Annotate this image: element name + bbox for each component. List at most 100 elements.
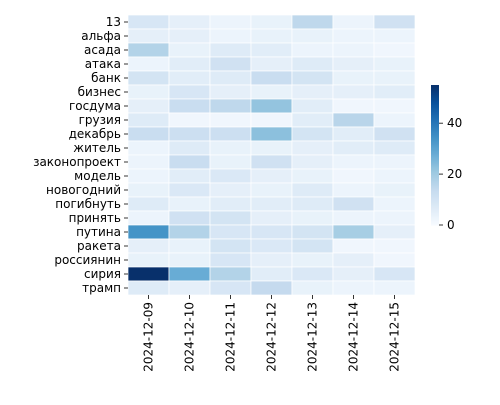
colorbar-segment — [431, 133, 439, 136]
heatmap-cell: житель / 2024-12-10: 7 — [168, 140, 211, 156]
heatmap-cell: грузия / 2024-12-10: 2 — [168, 112, 211, 128]
colorbar-tick-label: 0 — [447, 218, 455, 232]
colorbar-segment — [431, 155, 439, 158]
heatmap-cell: новогодний / 2024-12-09: 4 — [127, 182, 170, 198]
heatmap-cell: новогодний / 2024-12-15: 4 — [373, 182, 416, 198]
heatmap-cell: бизнес / 2024-12-14: 5 — [332, 84, 375, 100]
heatmap-cell: ракета / 2024-12-10: 4 — [168, 238, 211, 254]
heatmap-cell: 13 / 2024-12-14: 3 — [332, 14, 375, 30]
heatmap-cell: погибнуть / 2024-12-13: 7 — [291, 196, 334, 212]
colorbar-segment — [431, 187, 439, 190]
heatmap-cell: бизнес / 2024-12-12: 4 — [250, 84, 293, 100]
y-axis: 13альфаасадаатакабанкбизнесгосдумагрузия… — [33, 15, 128, 295]
heatmap-cell: альфа / 2024-12-12: 4 — [250, 28, 293, 44]
x-tick-label: 2024-12-15 — [388, 302, 402, 372]
heatmap-cell: сирия / 2024-12-12: 6 — [250, 266, 293, 282]
y-tick-label: россиянин — [54, 253, 121, 267]
y-tick-label: законопроект — [33, 155, 121, 169]
heatmap-cell: атака / 2024-12-10: 6 — [168, 56, 211, 72]
heatmap-cell: сирия / 2024-12-15: 9 — [373, 266, 416, 282]
heatmap-cell: новогодний / 2024-12-11: 5 — [209, 182, 252, 198]
colorbar-segment — [431, 89, 439, 92]
colorbar-segment — [431, 95, 439, 98]
colorbar-segment — [431, 111, 439, 114]
colorbar-segment — [431, 191, 439, 194]
colorbar-segment — [431, 139, 439, 142]
heatmap-cell: путина / 2024-12-11: 9 — [209, 224, 252, 240]
heatmap-cell: россиянин / 2024-12-15: 2 — [373, 252, 416, 268]
x-tick-label: 2024-12-11 — [224, 302, 238, 372]
colorbar-segment — [431, 113, 439, 116]
heatmap-cell: бизнес / 2024-12-11: 5 — [209, 84, 252, 100]
colorbar-segment — [431, 197, 439, 200]
heatmap-cell: асада / 2024-12-11: 7 — [209, 42, 252, 58]
heatmap-cell: законопроект / 2024-12-15: 3 — [373, 154, 416, 170]
heatmap-cell: новогодний / 2024-12-12: 4 — [250, 182, 293, 198]
heatmap-cell: законопроект / 2024-12-13: 5 — [291, 154, 334, 170]
colorbar-segment — [431, 169, 439, 172]
heatmap-cell: житель / 2024-12-15: 7 — [373, 140, 416, 156]
heatmap-cell: атака / 2024-12-09: 3 — [127, 56, 170, 72]
heatmap-cell: законопроект / 2024-12-10: 13 — [168, 154, 211, 170]
heatmap-cell: ракета / 2024-12-11: 10 — [209, 238, 252, 254]
heatmap-cell: декабрь / 2024-12-13: 10 — [291, 126, 334, 142]
y-tick-label: трамп — [82, 281, 121, 295]
colorbar-segment — [431, 145, 439, 148]
heatmap-cell: путина / 2024-12-12: 9 — [250, 224, 293, 240]
colorbar-segment — [431, 207, 439, 210]
heatmap-cell: трамп / 2024-12-14: 3 — [332, 280, 375, 296]
heatmap-cell: принять / 2024-12-10: 11 — [168, 210, 211, 226]
colorbar-segment — [431, 159, 439, 162]
heatmap-cell: грузия / 2024-12-13: 6 — [291, 112, 334, 128]
colorbar-segment — [431, 109, 439, 112]
heatmap-cell: декабрь / 2024-12-14: 6 — [332, 126, 375, 142]
colorbar-segment — [431, 91, 439, 94]
x-tick-label: 2024-12-10 — [183, 302, 197, 372]
colorbar-segment — [431, 131, 439, 134]
heatmap-cell: россиянин / 2024-12-10: 4 — [168, 252, 211, 268]
x-axis: 2024-12-09 2024-12-10 2024-12-11 2024-12-12… — [142, 295, 402, 372]
heatmap-cell: атака / 2024-12-15: 4 — [373, 56, 416, 72]
heatmap-cell: 13 / 2024-12-13: 15 — [291, 14, 334, 30]
heatmap-cell: госдума / 2024-12-12: 22 — [250, 98, 293, 114]
colorbar-segment — [431, 165, 439, 168]
heatmap-cell: банк / 2024-12-14: 4 — [332, 70, 375, 86]
heatmap-cell: грузия / 2024-12-15: 3 — [373, 112, 416, 128]
heatmap-cell: погибнуть / 2024-12-09: 7 — [127, 196, 170, 212]
heatmap-cell: госдума / 2024-12-10: 13 — [168, 98, 211, 114]
heatmap-cell: асада / 2024-12-14: 3 — [332, 42, 375, 58]
x-tick-label: 2024-12-09 — [142, 302, 156, 372]
colorbar-segment — [431, 215, 439, 218]
colorbar-segment — [431, 175, 439, 178]
heatmap-cell: погибнуть / 2024-12-12: 6 — [250, 196, 293, 212]
colorbar-segment — [431, 143, 439, 146]
heatmap-cell: асада / 2024-12-13: 3 — [291, 42, 334, 58]
colorbar-segment — [431, 87, 439, 90]
colorbar-segment — [431, 217, 439, 220]
heatmap-cell: банк / 2024-12-13: 10 — [291, 70, 334, 86]
colorbar-segment — [431, 147, 439, 150]
heatmap-cell: житель / 2024-12-11: 4 — [209, 140, 252, 156]
heatmap-cell: сирия / 2024-12-14: 5 — [332, 266, 375, 282]
colorbar-segment — [431, 103, 439, 106]
heatmap-cell: модель / 2024-12-15: 3 — [373, 168, 416, 184]
colorbar-segment — [431, 161, 439, 164]
colorbar-segment — [431, 199, 439, 202]
heatmap-cell: альфа / 2024-12-14: 3 — [332, 28, 375, 44]
colorbar-segment — [431, 213, 439, 216]
heatmap-cell: трамп / 2024-12-12: 14 — [250, 280, 293, 296]
heatmap-cell: банк / 2024-12-15: 4 — [373, 70, 416, 86]
colorbar-segment — [431, 151, 439, 154]
heatmap-cell: трамп / 2024-12-15: 3 — [373, 280, 416, 296]
y-tick-label: житель — [73, 141, 121, 155]
colorbar-segment — [431, 125, 439, 128]
heatmap-cell: новогодний / 2024-12-10: 8 — [168, 182, 211, 198]
heatmap-cell: 13 / 2024-12-12: 4 — [250, 14, 293, 30]
y-tick-label: декабрь — [69, 127, 121, 141]
heatmap-cell: асада / 2024-12-15: 2 — [373, 42, 416, 58]
colorbar-segment — [431, 107, 439, 110]
colorbar-segment — [431, 177, 439, 180]
colorbar-segment — [431, 179, 439, 182]
heatmap-cell: модель / 2024-12-09: 3 — [127, 168, 170, 184]
heatmap-cell: банк / 2024-12-10: 6 — [168, 70, 211, 86]
